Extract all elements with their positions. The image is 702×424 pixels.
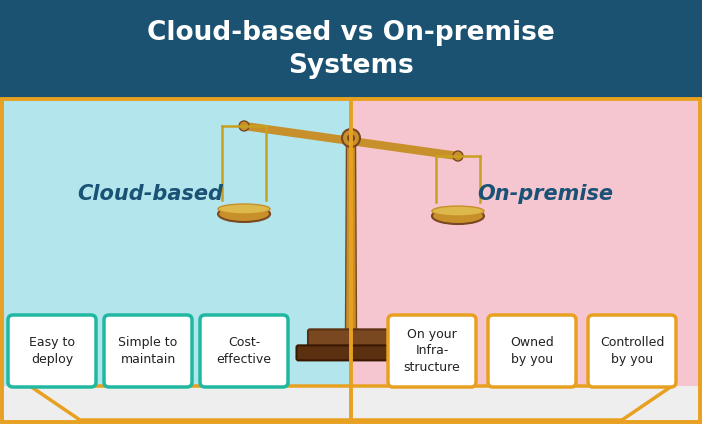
- Text: Owned
by you: Owned by you: [510, 336, 554, 366]
- FancyBboxPatch shape: [588, 315, 676, 387]
- Text: Cost-
effective: Cost- effective: [216, 336, 272, 366]
- Polygon shape: [30, 386, 672, 420]
- Bar: [3, 386, 699, 421]
- Circle shape: [342, 129, 360, 147]
- Ellipse shape: [218, 204, 270, 214]
- FancyBboxPatch shape: [296, 346, 406, 360]
- Bar: [351, 99, 702, 424]
- Text: Cloud-based vs On-premise
Systems: Cloud-based vs On-premise Systems: [147, 20, 555, 79]
- Bar: [2, 99, 700, 422]
- Polygon shape: [345, 138, 357, 332]
- FancyBboxPatch shape: [200, 315, 288, 387]
- Ellipse shape: [432, 208, 484, 224]
- FancyBboxPatch shape: [104, 315, 192, 387]
- Circle shape: [239, 121, 249, 131]
- FancyBboxPatch shape: [8, 315, 96, 387]
- FancyBboxPatch shape: [308, 329, 394, 349]
- FancyBboxPatch shape: [388, 315, 476, 387]
- Circle shape: [347, 134, 355, 142]
- Text: Easy to
deploy: Easy to deploy: [29, 336, 75, 366]
- Text: Simple to
maintain: Simple to maintain: [119, 336, 178, 366]
- Text: On your
Infra-
structure: On your Infra- structure: [404, 328, 461, 374]
- Circle shape: [453, 151, 463, 161]
- Text: Cloud-based: Cloud-based: [77, 184, 223, 204]
- Ellipse shape: [218, 206, 270, 222]
- FancyBboxPatch shape: [488, 315, 576, 387]
- Bar: [0, 0, 702, 99]
- Bar: [0, 99, 351, 424]
- Ellipse shape: [432, 206, 484, 216]
- Text: On-premise: On-premise: [477, 184, 613, 204]
- Text: Controlled
by you: Controlled by you: [600, 336, 664, 366]
